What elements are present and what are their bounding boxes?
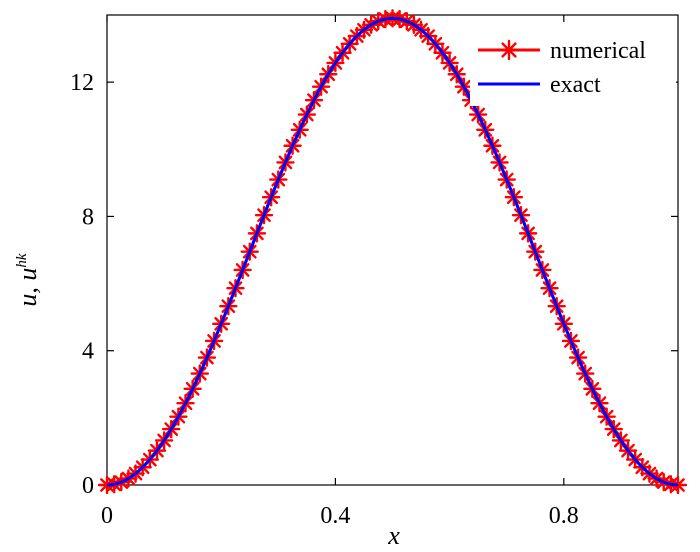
ticks — [106, 15, 678, 486]
legend-label-numerical: numerical — [550, 38, 646, 64]
y-tick-label: 8 — [82, 204, 94, 230]
series-layer — [97, 9, 688, 495]
legend-marker-asterisk — [498, 39, 520, 61]
tick-labels: 0 0.4 0.8 0 4 8 12 — [70, 70, 579, 529]
x-tick-label: 0 — [101, 503, 113, 529]
y-axis-label-superscript: hk — [14, 253, 30, 268]
legend: numerical exact — [470, 28, 676, 106]
y-tick-label: 12 — [70, 70, 94, 96]
exact-line — [106, 16, 679, 487]
legend-label-exact: exact — [550, 72, 601, 98]
y-axis-label-main: u, u — [13, 268, 42, 307]
svg-text:u, uhk: u, uhk — [13, 253, 42, 307]
y-axis-label: u, uhk — [13, 253, 42, 307]
x-tick-label: 0.4 — [320, 503, 350, 529]
y-tick-label: 4 — [82, 339, 94, 365]
legend-box — [470, 28, 676, 106]
x-axis-label: x — [387, 521, 400, 550]
y-tick-label: 0 — [82, 473, 94, 499]
x-tick-label: 0.8 — [549, 503, 579, 529]
legend-marker-numerical — [498, 39, 520, 61]
